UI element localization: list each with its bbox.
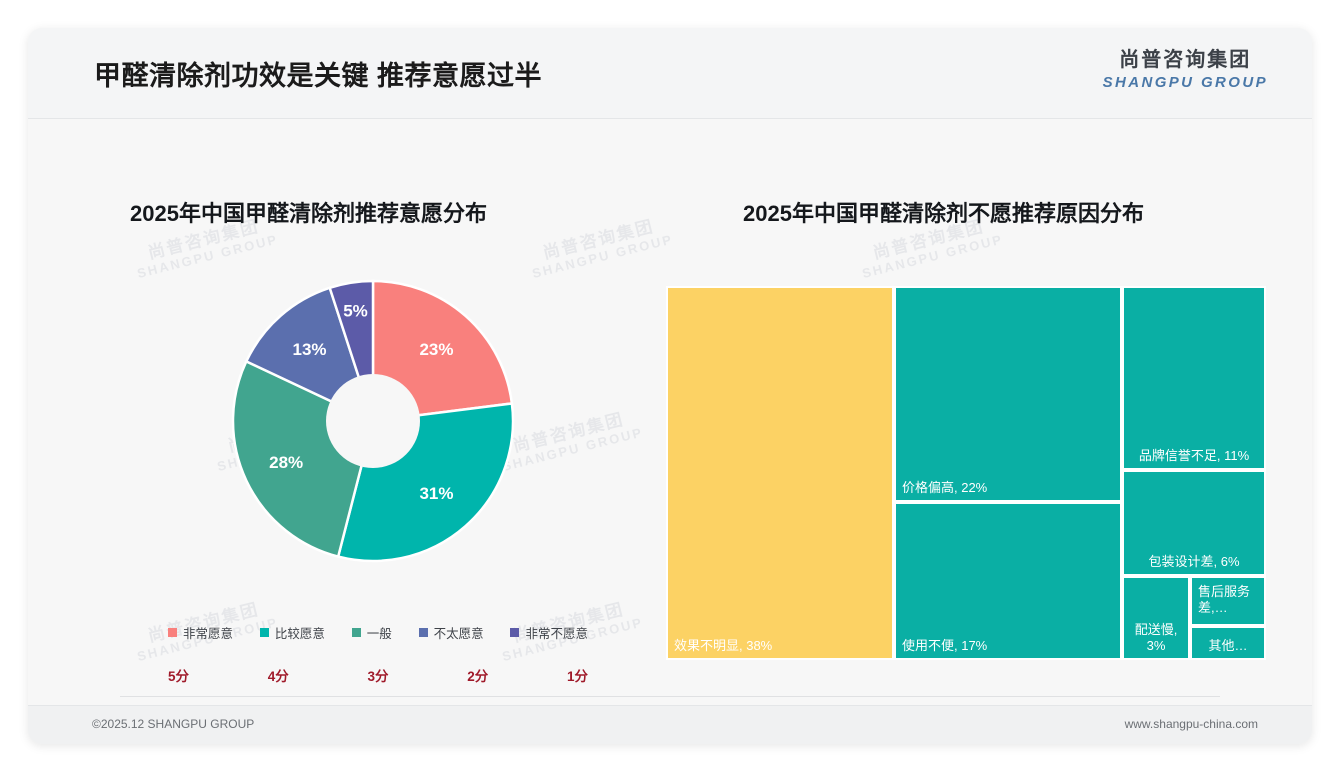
score-label: 4分	[267, 669, 289, 684]
content-area: 尚普咨询集团 SHANGPU GROUP 尚普咨询集团 SHANGPU GROU…	[28, 118, 1312, 744]
legend-label: 不太愿意	[433, 627, 484, 641]
brand-logo: 尚普咨询集团 SHANGPU GROUP	[1103, 50, 1268, 90]
donut-slice-label: 13%	[292, 340, 326, 359]
recommendation-donut-chart: 23% 31% 28% 13% 5%	[230, 278, 516, 564]
legend-label: 一般	[366, 627, 392, 641]
watermark: 尚普咨询集团 SHANGPU GROUP	[500, 409, 645, 474]
treemap-tile-label: 包装设计差, 6%	[1148, 553, 1240, 569]
footer-bar: ©2025.12 SHANGPU GROUP www.shangpu-china…	[28, 705, 1312, 744]
legend-swatch-icon	[418, 628, 428, 637]
legend-swatch-icon	[259, 628, 269, 637]
watermark: 尚普咨询集团 SHANGPU GROUP	[530, 216, 675, 281]
refusal-reason-treemap: 效果不明显, 38% 价格偏高, 22% 使用不便, 17% 品牌信誉不足, 11% 包…	[666, 286, 1266, 660]
donut-slice-label: 23%	[419, 340, 453, 359]
score-label: 1分	[566, 669, 588, 684]
treemap-tile[interactable]: 售后服务差,…	[1190, 576, 1266, 626]
website-link[interactable]: www.shangpu-china.com	[1124, 717, 1258, 731]
header-bar: 甲醛清除剂功效是关键 推荐意愿过半 尚普咨询集团 SHANGPU GROUP	[28, 28, 1312, 119]
treemap-tile[interactable]: 品牌信誉不足, 11%	[1122, 286, 1266, 470]
treemap-tile-label: 售后服务差,…	[1198, 584, 1251, 616]
legend-label: 非常不愿意	[525, 627, 588, 641]
treemap-tile[interactable]: 价格偏高, 22%	[894, 286, 1122, 502]
logo-chinese-text: 尚普咨询集团	[1119, 49, 1252, 71]
treemap-tile-label: 使用不便, 17%	[902, 637, 988, 653]
score-label: 5分	[168, 669, 190, 684]
logo-english-text: SHANGPU GROUP	[1102, 74, 1268, 91]
legend-item[interactable]: 一般	[351, 623, 392, 642]
slide-card: 甲醛清除剂功效是关键 推荐意愿过半 尚普咨询集团 SHANGPU GROUP 尚…	[28, 28, 1312, 744]
donut-slice[interactable]	[371, 279, 514, 423]
legend-item[interactable]: 不太愿意	[418, 623, 484, 642]
copyright-text: ©2025.12 SHANGPU GROUP	[92, 717, 255, 731]
treemap-tile-label: 品牌信誉不足, 11%	[1138, 447, 1250, 463]
treemap-tile-label: 效果不明显, 38%	[674, 637, 773, 653]
legend-item[interactable]: 比较愿意	[259, 623, 325, 642]
legend-item[interactable]: 非常不愿意	[510, 623, 588, 642]
treemap-tile[interactable]: 使用不便, 17%	[894, 502, 1122, 660]
treemap-tile[interactable]: 包装设计差, 6%	[1122, 470, 1266, 576]
treemap-tile-label: 价格偏高, 22%	[902, 479, 988, 495]
score-label: 2分	[467, 669, 489, 684]
treemap-tile[interactable]: 效果不明显, 38%	[666, 286, 894, 660]
legend-swatch-icon	[351, 628, 361, 637]
donut-slice-label: 31%	[419, 484, 453, 503]
treemap-tile[interactable]: 配送慢, 3%	[1122, 576, 1190, 660]
treemap-tile-label: 其他…	[1208, 637, 1248, 653]
treemap-tile-label: 配送慢, 3%	[1134, 621, 1178, 653]
score-scale-row: 5分 4分 3分 2分 1分	[168, 665, 588, 685]
footnote-divider	[120, 696, 1220, 697]
donut-hole	[326, 374, 420, 468]
legend-label: 非常愿意	[183, 627, 234, 641]
left-chart-title: 2025年中国甲醛清除剂推荐意愿分布	[130, 201, 487, 226]
donut-svg: 23% 31% 28% 13% 5%	[231, 279, 515, 563]
donut-slice-label: 28%	[269, 453, 303, 472]
treemap-tile[interactable]: 其他…	[1190, 626, 1266, 660]
donut-legend: 非常愿意 比较愿意 一般 不太愿意 非常不愿意	[168, 623, 588, 642]
right-chart-title: 2025年中国甲醛清除剂不愿推荐原因分布	[743, 201, 1144, 226]
legend-label: 比较愿意	[274, 627, 325, 641]
donut-slice-label: 5%	[343, 301, 368, 320]
legend-swatch-icon	[510, 628, 520, 637]
score-label: 3分	[367, 669, 389, 684]
page-title: 甲醛清除剂功效是关键 推荐意愿过半	[94, 61, 543, 91]
legend-swatch-icon	[168, 628, 177, 637]
legend-item[interactable]: 非常愿意	[168, 623, 233, 642]
